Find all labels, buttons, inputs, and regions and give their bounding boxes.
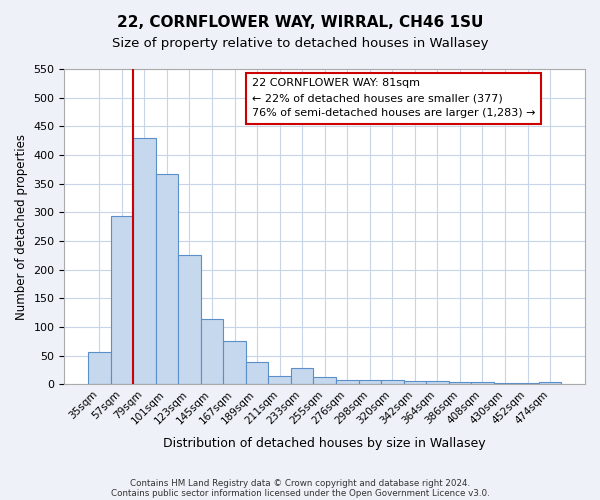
Text: Size of property relative to detached houses in Wallasey: Size of property relative to detached ho…	[112, 38, 488, 51]
X-axis label: Distribution of detached houses by size in Wallasey: Distribution of detached houses by size …	[163, 437, 486, 450]
Y-axis label: Number of detached properties: Number of detached properties	[15, 134, 28, 320]
Bar	[155, 174, 178, 384]
Bar	[313, 376, 336, 384]
Bar	[404, 382, 426, 384]
Text: 22, CORNFLOWER WAY, WIRRAL, CH46 1SU: 22, CORNFLOWER WAY, WIRRAL, CH46 1SU	[117, 15, 483, 30]
Text: Contains public sector information licensed under the Open Government Licence v3: Contains public sector information licen…	[110, 488, 490, 498]
Bar	[449, 382, 471, 384]
Bar	[223, 340, 246, 384]
Bar	[516, 383, 539, 384]
Bar	[359, 380, 381, 384]
Text: 22 CORNFLOWER WAY: 81sqm
← 22% of detached houses are smaller (377)
76% of semi-: 22 CORNFLOWER WAY: 81sqm ← 22% of detach…	[252, 78, 535, 118]
Bar	[133, 138, 155, 384]
Bar	[110, 216, 133, 384]
Bar	[291, 368, 313, 384]
Text: Contains HM Land Registry data © Crown copyright and database right 2024.: Contains HM Land Registry data © Crown c…	[130, 478, 470, 488]
Bar	[178, 254, 201, 384]
Bar	[336, 380, 359, 384]
Bar	[494, 383, 516, 384]
Bar	[539, 382, 562, 384]
Bar	[201, 320, 223, 384]
Bar	[426, 382, 449, 384]
Bar	[381, 380, 404, 384]
Bar	[88, 352, 110, 384]
Bar	[471, 382, 494, 384]
Bar	[246, 362, 268, 384]
Bar	[268, 376, 291, 384]
